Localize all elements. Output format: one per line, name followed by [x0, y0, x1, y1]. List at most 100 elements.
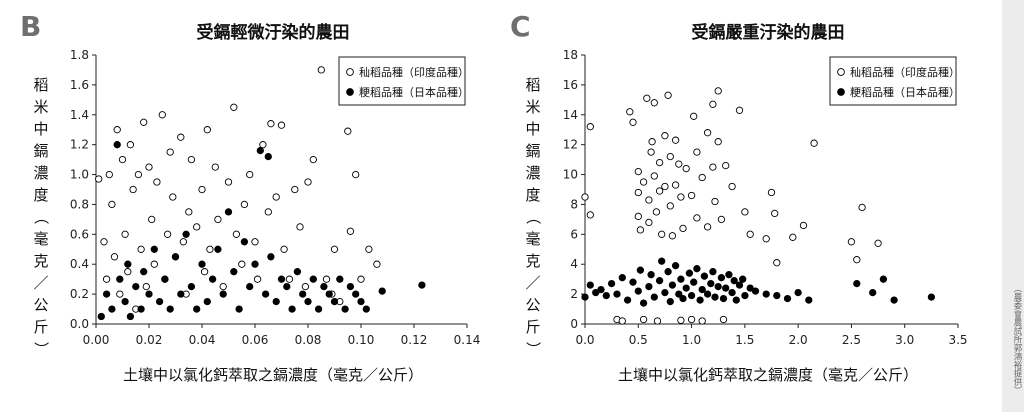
- indica-point: [728, 182, 736, 191]
- indica-point: [352, 170, 360, 179]
- indica-point: [679, 224, 687, 233]
- indica-point: [618, 317, 626, 325]
- indica-point: [714, 138, 722, 146]
- indica-point: [240, 200, 249, 209]
- y-axis-label-char: 克: [525, 252, 540, 270]
- indica-point: [636, 226, 645, 234]
- indica-point: [118, 155, 127, 164]
- japonica-point: [177, 290, 185, 298]
- japonica-point: [709, 268, 717, 276]
- x-tick-label: 0.14: [454, 333, 481, 347]
- japonica-point: [288, 305, 296, 313]
- indica-point: [655, 187, 664, 195]
- indica-point: [626, 108, 634, 116]
- japonica-point: [108, 305, 116, 313]
- y-axis-label-char: ）: [524, 341, 542, 356]
- indica-point: [264, 208, 272, 216]
- indica-point: [645, 196, 653, 204]
- x-tick-label: 0.08: [295, 333, 322, 347]
- japonica-point: [124, 260, 132, 268]
- indica-point: [238, 260, 246, 268]
- y-axis-label-char: 稻: [525, 76, 540, 94]
- indica-point: [719, 315, 728, 324]
- indica-point: [693, 214, 701, 222]
- japonica-point: [746, 284, 754, 292]
- indica-point: [219, 282, 227, 291]
- y-axis-label-char: 鎘: [525, 142, 540, 160]
- japonica-point: [618, 274, 626, 282]
- y-axis-label-char: 度: [525, 186, 540, 204]
- japonica-point: [707, 279, 715, 288]
- x-tick-label: 1.5: [735, 333, 754, 347]
- indica-point: [687, 315, 696, 324]
- indica-point: [200, 268, 209, 276]
- japonica-point: [714, 282, 722, 291]
- indica-point: [687, 191, 696, 200]
- indica-point: [100, 238, 108, 246]
- japonica-point: [698, 285, 706, 294]
- japonica-point: [346, 282, 355, 291]
- y-axis-label-char: 度: [33, 186, 48, 204]
- x-tick-label: 0.0: [575, 333, 594, 347]
- y-tick-label: 0: [570, 317, 578, 331]
- indica-point: [148, 215, 156, 224]
- japonica-point: [140, 268, 148, 276]
- indica-point: [714, 87, 722, 95]
- japonica-point: [711, 293, 719, 301]
- y-tick-label: 4: [570, 257, 578, 271]
- legend-label-japonica: 粳稻品種（日本品種）: [850, 85, 960, 99]
- japonica-point: [741, 291, 749, 300]
- japonica-point: [655, 277, 664, 285]
- x-tick-label: 2.5: [842, 333, 861, 347]
- indica-point: [291, 185, 299, 194]
- indica-point: [163, 230, 172, 238]
- y-tick-label: 16: [563, 78, 578, 92]
- japonica-point: [762, 290, 770, 298]
- indica-point: [214, 215, 222, 224]
- x-tick-label: 1.0: [682, 333, 701, 347]
- axes-c: 0 2 4 6 8 10 12 14 16 18 0.0 0.5 1.0 1.5 2.0 2.5 3.0 3.5: [563, 48, 968, 347]
- japonica-point: [97, 312, 105, 321]
- indica-point: [121, 230, 129, 238]
- indica-point: [698, 173, 706, 182]
- japonica-point: [751, 287, 760, 295]
- japonica-point: [126, 312, 135, 321]
- indica-point: [735, 106, 744, 114]
- y-axis-label-char: 公: [525, 296, 540, 314]
- japonica-point: [246, 282, 254, 291]
- indica-point: [658, 230, 666, 238]
- indica-point: [267, 120, 275, 128]
- legend-label-indica: 秈稻品種（印度品種）: [850, 65, 960, 79]
- japonica-point: [597, 285, 605, 294]
- japonica-point: [299, 290, 307, 298]
- indica-point: [653, 317, 662, 325]
- y-axis-label-char: （: [32, 209, 50, 224]
- y-tick-label: 1.6: [70, 78, 89, 92]
- japonica-point: [639, 299, 648, 307]
- indica-point: [102, 275, 111, 283]
- indica-point: [150, 260, 158, 268]
- japonica-point: [650, 293, 658, 301]
- japonica-point: [671, 262, 680, 270]
- japonica-point: [230, 268, 238, 276]
- x-tick-label: 0.5: [629, 333, 648, 347]
- y-tick-label: 0.8: [70, 197, 89, 211]
- japonica-point: [171, 253, 180, 261]
- indica-point: [224, 178, 233, 186]
- indica-point: [693, 148, 701, 156]
- legend-label-japonica: 粳稻品種（日本品種）: [359, 85, 469, 99]
- indica-point: [789, 233, 797, 241]
- indica-point: [185, 208, 193, 216]
- indica-point: [206, 245, 214, 253]
- japonica-point: [293, 268, 302, 276]
- japonica-point: [728, 288, 736, 297]
- y-axis-label-char: 斤: [33, 318, 48, 336]
- japonica-point: [277, 275, 286, 283]
- japonica-point: [869, 288, 877, 297]
- indica-point: [330, 245, 339, 253]
- side-bar: [1002, 0, 1024, 412]
- indica-point: [661, 132, 669, 140]
- indica-point: [586, 123, 594, 131]
- japonica-point: [629, 278, 637, 286]
